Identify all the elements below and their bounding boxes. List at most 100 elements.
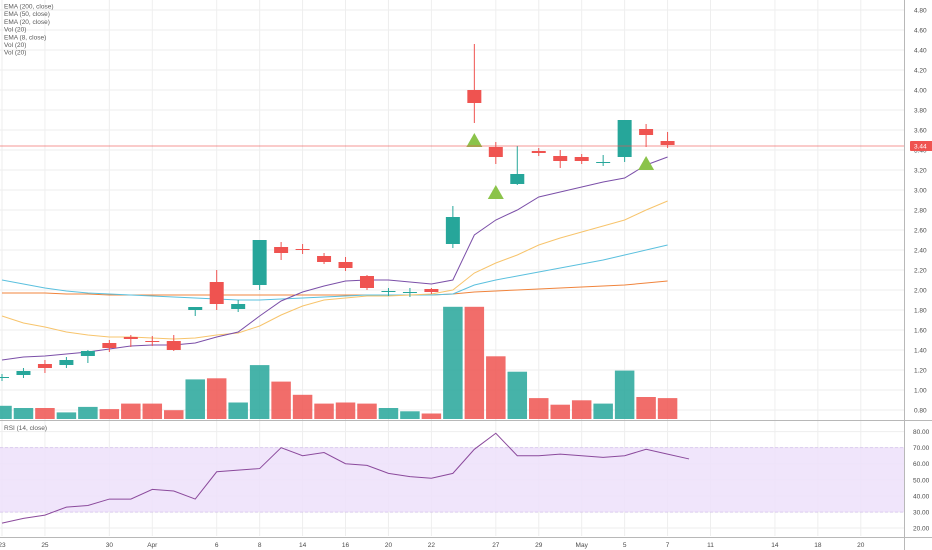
time-tick-label: 14 xyxy=(771,542,779,549)
candle-body xyxy=(531,151,546,153)
candle-body xyxy=(660,141,675,145)
volume-bar xyxy=(335,402,356,419)
rsi-tick-label: 30.00 xyxy=(913,509,930,516)
time-tick-label: 22 xyxy=(428,542,436,549)
ema-layer xyxy=(1,156,668,361)
rsi-tick-label: 20.00 xyxy=(913,525,930,532)
price-tick-label: 0.80 xyxy=(914,408,927,415)
candle-body xyxy=(145,341,160,342)
price-tick-label: 4.60 xyxy=(914,28,927,35)
rsi-layer xyxy=(1,432,690,524)
candle-body xyxy=(596,162,611,163)
volume-bar xyxy=(443,306,463,419)
candle-body xyxy=(188,307,203,310)
volume-bar xyxy=(593,403,613,419)
candle-body xyxy=(295,249,310,250)
legend-main: EMA (200, close)EMA (50, close)EMA (20, … xyxy=(4,4,54,57)
candle-body xyxy=(80,351,95,356)
candle-body xyxy=(274,247,289,253)
buy-signal-triangle xyxy=(638,156,655,170)
volume-bar xyxy=(99,409,120,419)
last-price-label: 3.44 xyxy=(914,144,927,151)
volume-bar xyxy=(357,403,377,419)
candle-body xyxy=(209,282,224,304)
price-tick-label: 3.00 xyxy=(914,188,927,195)
price-tick-label: 2.80 xyxy=(914,208,927,215)
rsi-line xyxy=(1,432,690,524)
volume-bar xyxy=(486,356,506,419)
price-tick-label: 3.60 xyxy=(914,128,927,135)
candle-body xyxy=(252,240,267,285)
time-tick-label: 30 xyxy=(106,542,114,549)
price-tick-label: 3.80 xyxy=(914,108,927,115)
volume-bar xyxy=(421,413,442,419)
price-tick-label: 1.20 xyxy=(914,368,927,375)
ema-8-line xyxy=(1,156,668,361)
time-tick-label: 20 xyxy=(385,542,393,549)
rsi-tick-label: 50.00 xyxy=(913,477,930,484)
time-tick-label: 25 xyxy=(41,542,49,549)
price-tick-label: 1.80 xyxy=(914,308,927,315)
candle-body xyxy=(467,90,482,103)
legend-entry: Vol (20) xyxy=(4,27,26,34)
candle-body xyxy=(639,129,654,135)
time-tick-label: 18 xyxy=(814,542,822,549)
volume-bar xyxy=(507,371,528,419)
legend-entry: EMA (20, close) xyxy=(4,19,50,26)
candle-body xyxy=(553,156,568,161)
time-tick-label: 27 xyxy=(492,542,500,549)
ema-200-line xyxy=(2,280,668,296)
price-tick-label: 4.40 xyxy=(914,48,927,55)
candle-body xyxy=(338,262,353,268)
candle-body xyxy=(617,120,632,157)
price-tick-label: 3.20 xyxy=(914,168,927,175)
axes-layer: 4.804.604.404.204.003.803.603.403.203.00… xyxy=(0,8,932,549)
volume-bar xyxy=(164,410,184,419)
volume-bar xyxy=(636,397,656,419)
volume-bar xyxy=(185,379,205,419)
time-tick-label: 20 xyxy=(857,542,865,549)
rsi-tick-label: 70.00 xyxy=(913,445,930,452)
volume-bar xyxy=(142,403,163,419)
price-tick-label: 4.20 xyxy=(914,68,927,75)
time-tick-label: May xyxy=(576,542,589,549)
time-tick-label: 6 xyxy=(215,542,219,549)
price-tick-label: 2.40 xyxy=(914,248,927,255)
legend-entry: EMA (200, close) xyxy=(4,4,54,11)
candle-body xyxy=(359,276,374,288)
volume-bar xyxy=(614,370,635,419)
rsi-tick-label: 60.00 xyxy=(913,461,930,468)
legend-entry: EMA (50, close) xyxy=(4,11,50,18)
volume-bar xyxy=(657,398,678,419)
buy-signal-triangle xyxy=(487,185,504,199)
price-tick-label: 1.00 xyxy=(914,388,927,395)
rsi-tick-label: 80.00 xyxy=(913,429,930,436)
legend-entry: Vol (20) xyxy=(4,42,26,49)
candle-layer xyxy=(0,44,675,381)
volume-bar xyxy=(378,408,399,419)
price-tick-label: 1.60 xyxy=(914,328,927,335)
price-tick-label: 1.40 xyxy=(914,348,927,355)
volume-bar xyxy=(121,403,141,419)
rsi-tick-label: 40.00 xyxy=(913,493,930,500)
volume-bar xyxy=(571,400,592,419)
volume-bar xyxy=(78,406,98,419)
volume-bar xyxy=(271,381,291,419)
volume-bar xyxy=(249,365,270,419)
candle-body xyxy=(510,174,525,184)
ema-50-line xyxy=(1,244,668,301)
price-tick-label: 4.80 xyxy=(914,8,927,15)
legend-rsi: RSI (14, close) xyxy=(4,425,47,432)
volume-bar xyxy=(56,412,77,419)
volume-bar xyxy=(13,408,34,419)
time-tick-label: 16 xyxy=(342,542,350,549)
candle-body xyxy=(381,291,396,292)
time-tick-label: 23 xyxy=(0,542,6,549)
volume-bar xyxy=(400,411,420,419)
candle-body xyxy=(166,341,181,350)
time-tick-label: 7 xyxy=(666,542,670,549)
ema-20-line xyxy=(1,200,668,340)
candle-body xyxy=(16,371,31,375)
volume-bar xyxy=(228,402,248,419)
